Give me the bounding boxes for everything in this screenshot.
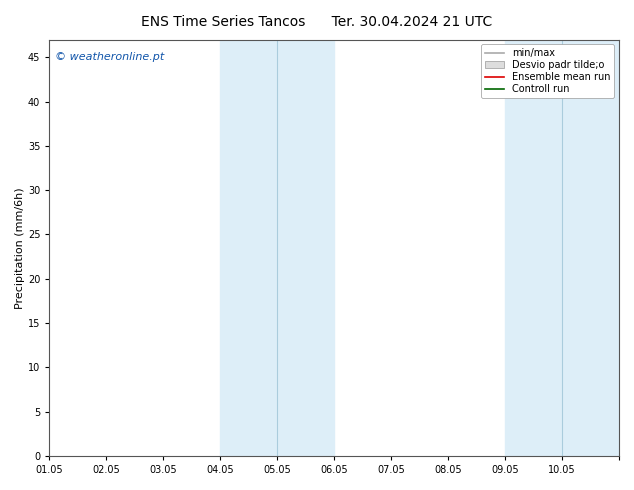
Text: ENS Time Series Tancos      Ter. 30.04.2024 21 UTC: ENS Time Series Tancos Ter. 30.04.2024 2…	[141, 15, 493, 29]
Bar	[220, 40, 334, 456]
Text: © weatheronline.pt: © weatheronline.pt	[55, 52, 164, 62]
Y-axis label: Precipitation (mm/6h): Precipitation (mm/6h)	[15, 187, 25, 309]
Bar	[505, 40, 619, 456]
Legend: min/max, Desvio padr tilde;o, Ensemble mean run, Controll run: min/max, Desvio padr tilde;o, Ensemble m…	[481, 45, 614, 98]
